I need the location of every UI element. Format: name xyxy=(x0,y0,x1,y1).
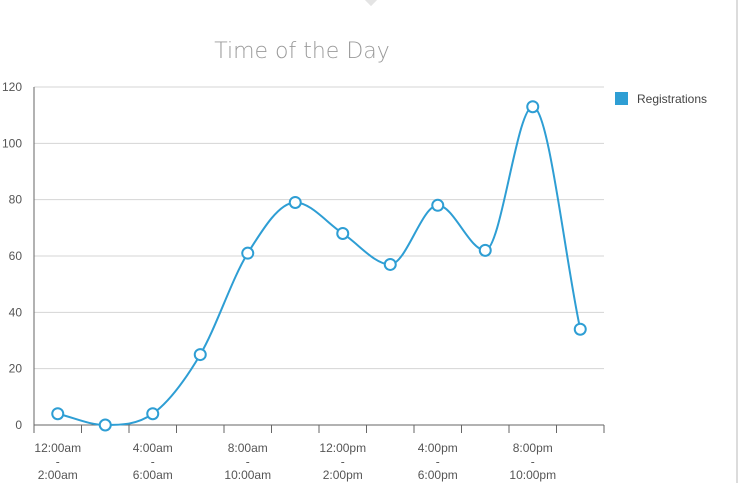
data-point-6[interactable] xyxy=(336,226,350,240)
x-tick-label-mid: - xyxy=(246,455,250,469)
legend[interactable]: Registrations xyxy=(615,92,707,106)
x-tick-label-group-0: 12:00am-2:00am xyxy=(34,441,81,482)
x-tick-label-group-5: 8:00pm-10:00pm xyxy=(509,441,556,482)
x-tick-label-bottom: 10:00am xyxy=(224,468,271,482)
data-point-4[interactable] xyxy=(241,246,255,260)
x-tick-label-top: 12:00pm xyxy=(319,441,366,455)
legend-swatch-registrations[interactable] xyxy=(615,92,628,105)
x-tick-label-top: 8:00am xyxy=(228,441,268,455)
x-tick-label-mid: - xyxy=(531,455,535,469)
y-tick-label-20: 20 xyxy=(9,362,23,376)
grid-lines xyxy=(34,86,604,370)
x-tick-label-group-3: 12:00pm-2:00pm xyxy=(319,441,366,482)
x-tick-label-top: 8:00pm xyxy=(513,441,553,455)
series-layer xyxy=(51,100,587,432)
legend-label-registrations[interactable]: Registrations xyxy=(637,92,707,106)
y-tick-label-40: 40 xyxy=(9,305,23,319)
data-point-10[interactable] xyxy=(526,100,540,114)
y-tick-label-80: 80 xyxy=(9,193,23,207)
x-tick-label-mid: - xyxy=(436,455,440,469)
y-tick-label-120: 120 xyxy=(2,80,22,94)
x-tick-label-mid: - xyxy=(56,455,60,469)
x-tick-label-top: 4:00am xyxy=(133,441,173,455)
x-axis-tick-labels: 12:00am-2:00am4:00am-6:00am8:00am-10:00a… xyxy=(34,441,556,482)
chart-title: Time of the Day xyxy=(214,39,390,64)
x-tick-label-group-1: 4:00am-6:00am xyxy=(133,441,173,482)
x-tick-label-mid: - xyxy=(151,455,155,469)
x-tick-label-bottom: 6:00pm xyxy=(418,468,458,482)
series-line-registrations xyxy=(57,105,582,427)
y-tick-label-100: 100 xyxy=(2,136,22,150)
data-point-7[interactable] xyxy=(383,257,397,271)
data-point-8[interactable] xyxy=(431,198,445,212)
x-tick-label-top: 12:00am xyxy=(34,441,81,455)
data-point-0[interactable] xyxy=(51,407,65,421)
data-point-3[interactable] xyxy=(193,348,207,362)
x-tick-label-top: 4:00pm xyxy=(418,441,458,455)
x-tick-label-group-2: 8:00am-10:00am xyxy=(224,441,271,482)
data-point-1[interactable] xyxy=(98,418,112,432)
x-tick-label-bottom: 6:00am xyxy=(133,468,173,482)
x-tick-label-mid: - xyxy=(341,455,345,469)
x-tick-label-bottom: 2:00am xyxy=(38,468,78,482)
axes xyxy=(33,87,605,433)
y-tick-label-60: 60 xyxy=(9,249,23,263)
y-axis-tick-labels: 0 20 40 60 80 100 120 xyxy=(2,80,22,432)
data-point-5[interactable] xyxy=(288,195,302,209)
data-point-9[interactable] xyxy=(478,243,492,257)
data-point-2[interactable] xyxy=(146,407,160,421)
x-tick-label-group-4: 4:00pm-6:00pm xyxy=(418,441,458,482)
data-point-11[interactable] xyxy=(573,322,587,336)
x-tick-label-bottom: 2:00pm xyxy=(323,468,363,482)
y-tick-label-0: 0 xyxy=(15,418,22,432)
x-tick-label-bottom: 10:00pm xyxy=(509,468,556,482)
right-edge-border xyxy=(736,0,738,483)
